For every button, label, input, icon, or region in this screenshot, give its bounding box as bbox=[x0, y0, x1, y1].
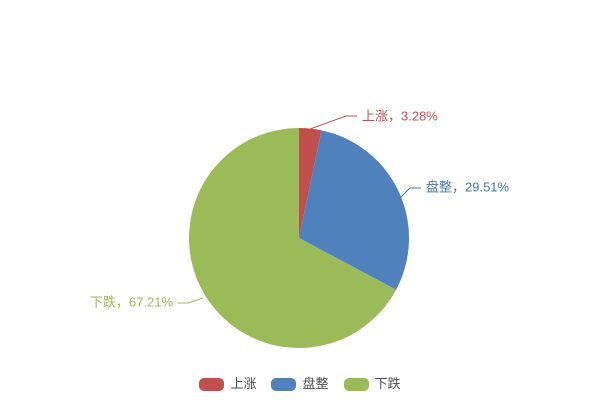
legend-item-盘整[interactable]: 盘整 bbox=[271, 376, 329, 391]
label-leader-line-上涨 bbox=[309, 115, 357, 130]
slice-label-上涨: 上涨，3.28% bbox=[362, 108, 438, 123]
legend-item-label: 上涨 bbox=[230, 376, 257, 391]
legend-swatch-icon bbox=[343, 377, 369, 391]
slice-label-盘整: 盘整，29.51% bbox=[426, 179, 510, 194]
pie-slice-下跌[interactable] bbox=[188, 127, 397, 348]
pie-slice-盘整[interactable] bbox=[299, 130, 409, 290]
pie-slice-上涨[interactable] bbox=[299, 128, 322, 238]
legend-item-label: 盘整 bbox=[302, 376, 329, 391]
legend-item-上涨[interactable]: 上涨 bbox=[199, 377, 256, 391]
legend-item-下跌[interactable]: 下跌 bbox=[343, 376, 401, 391]
label-leader-line-下跌 bbox=[178, 297, 204, 304]
legend-item-label: 下跌 bbox=[374, 376, 401, 391]
label-leader-line-盘整 bbox=[399, 187, 421, 199]
legend-swatch-icon bbox=[199, 377, 225, 391]
chart-legend: 上涨 盘整 下跌 bbox=[0, 377, 600, 391]
legend-swatch-icon bbox=[271, 377, 297, 391]
slice-label-下跌: 下跌，67.21% bbox=[90, 294, 174, 309]
